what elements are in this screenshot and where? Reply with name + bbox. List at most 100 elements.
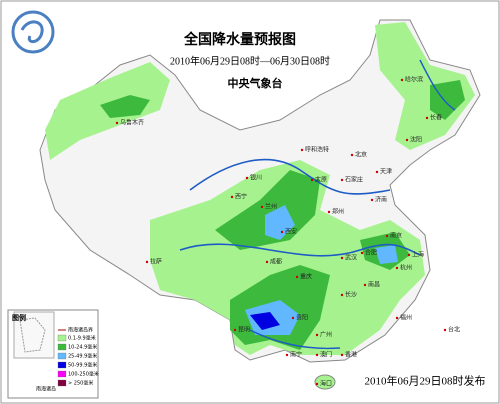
city-label: 沈阳 bbox=[410, 136, 422, 144]
release-time: 2010年06月29日08时发布 bbox=[365, 374, 486, 388]
legend-label: 10-24.9毫米 bbox=[68, 344, 97, 351]
city-dot bbox=[395, 316, 399, 320]
city-label: 武汉 bbox=[345, 254, 357, 262]
city-dot bbox=[443, 328, 447, 332]
legend-label: 100-250毫米 bbox=[68, 371, 99, 378]
logo-mark bbox=[20, 20, 44, 43]
rain-area bbox=[430, 80, 465, 120]
city-label: 哈尔滨 bbox=[405, 76, 423, 84]
city-dot bbox=[291, 316, 295, 320]
city-dot bbox=[145, 260, 149, 264]
city-dot bbox=[233, 328, 237, 332]
city-dot bbox=[370, 198, 374, 202]
city-label: 海口 bbox=[320, 380, 332, 388]
city-dot bbox=[295, 275, 299, 279]
rain-area bbox=[150, 160, 425, 355]
city-label: 澳门 bbox=[320, 351, 332, 359]
city-label: 香港 bbox=[345, 351, 357, 359]
city-label: 杭州 bbox=[400, 264, 412, 272]
city-label: 太原 bbox=[315, 176, 327, 184]
city-dot bbox=[385, 234, 389, 238]
city-label: 南昌 bbox=[368, 281, 380, 289]
city-label: 南宁 bbox=[290, 351, 302, 359]
legend-swatch bbox=[57, 370, 67, 378]
city-dot bbox=[230, 195, 234, 199]
city-dot bbox=[375, 170, 379, 174]
river bbox=[419, 59, 456, 111]
city-label: 天津 bbox=[380, 169, 392, 176]
city-label: 石家庄 bbox=[345, 176, 363, 184]
city-label: 郑州 bbox=[332, 208, 344, 216]
river bbox=[189, 158, 391, 195]
legend-label: 南海诸岛界 bbox=[68, 327, 93, 334]
city-dot bbox=[327, 210, 331, 214]
city-dot bbox=[260, 205, 264, 209]
city-label: 广州 bbox=[320, 331, 332, 339]
city-dot bbox=[425, 116, 429, 120]
city-dot bbox=[315, 382, 319, 386]
city-label: 昆明 bbox=[238, 327, 250, 334]
city-label: 福州 bbox=[400, 314, 412, 322]
legend-swatch bbox=[57, 361, 67, 369]
legend-label: 25-49.9毫米 bbox=[68, 353, 97, 360]
legend-swatch bbox=[57, 352, 67, 360]
city-label: 兰州 bbox=[265, 203, 277, 211]
city-label: 长春 bbox=[430, 114, 442, 122]
issuer: 中央气象台 bbox=[228, 76, 283, 90]
rain-area bbox=[100, 95, 150, 118]
city-label: 合肥 bbox=[365, 249, 377, 257]
rain-area bbox=[265, 205, 295, 240]
legend-swatch bbox=[57, 379, 67, 387]
rain-area bbox=[375, 245, 398, 264]
inset-border bbox=[19, 317, 46, 353]
city-dot bbox=[340, 178, 344, 182]
logo bbox=[11, 10, 55, 54]
river bbox=[249, 329, 341, 350]
city-label: 贵阳 bbox=[296, 314, 308, 322]
rain-area bbox=[375, 22, 475, 150]
city-dot bbox=[407, 253, 411, 257]
city-label: 乌鲁木齐 bbox=[120, 119, 144, 127]
city-dot bbox=[245, 176, 249, 180]
city-dot bbox=[395, 266, 399, 270]
city-dot bbox=[360, 251, 364, 255]
city-dot bbox=[310, 178, 314, 182]
legend-swatch bbox=[57, 343, 67, 351]
inset-label: 南海诸岛 bbox=[36, 386, 56, 393]
city-label: 北京 bbox=[355, 151, 367, 159]
legend-label: 0.1-9.9毫米 bbox=[68, 335, 96, 342]
city-label: 西宁 bbox=[235, 193, 247, 201]
hainan bbox=[314, 374, 336, 390]
city-label: 台北 bbox=[448, 326, 460, 334]
city-label: 南京 bbox=[390, 232, 402, 240]
city-label: 成都 bbox=[270, 258, 282, 266]
city-label: 呼和浩特 bbox=[305, 146, 329, 154]
city-dot bbox=[315, 333, 319, 337]
legend-swatch bbox=[57, 334, 67, 342]
city-dot bbox=[285, 353, 289, 357]
city-label: 长沙 bbox=[345, 291, 357, 299]
city-dot bbox=[340, 256, 344, 260]
city-label: 拉萨 bbox=[150, 258, 162, 266]
city-label: 上海 bbox=[412, 251, 424, 259]
city-dot bbox=[265, 260, 269, 264]
city-label: 重庆 bbox=[300, 273, 312, 281]
city-label: 济南 bbox=[375, 196, 387, 204]
city-dot bbox=[280, 230, 284, 234]
city-dot bbox=[405, 138, 409, 142]
legend-label: 50-99.9毫米 bbox=[68, 362, 97, 369]
title: 全国降水量预报图 bbox=[183, 31, 296, 48]
city-dot bbox=[400, 78, 404, 82]
city-label: 银川 bbox=[250, 174, 262, 182]
river bbox=[179, 243, 421, 257]
city-dot bbox=[350, 153, 354, 157]
city-dot bbox=[340, 293, 344, 297]
legend-label: > 250毫米 bbox=[68, 380, 93, 387]
city-dot bbox=[300, 148, 304, 152]
city-dot bbox=[115, 121, 119, 125]
city-dot bbox=[315, 353, 319, 357]
city-label: 西安 bbox=[285, 228, 297, 236]
